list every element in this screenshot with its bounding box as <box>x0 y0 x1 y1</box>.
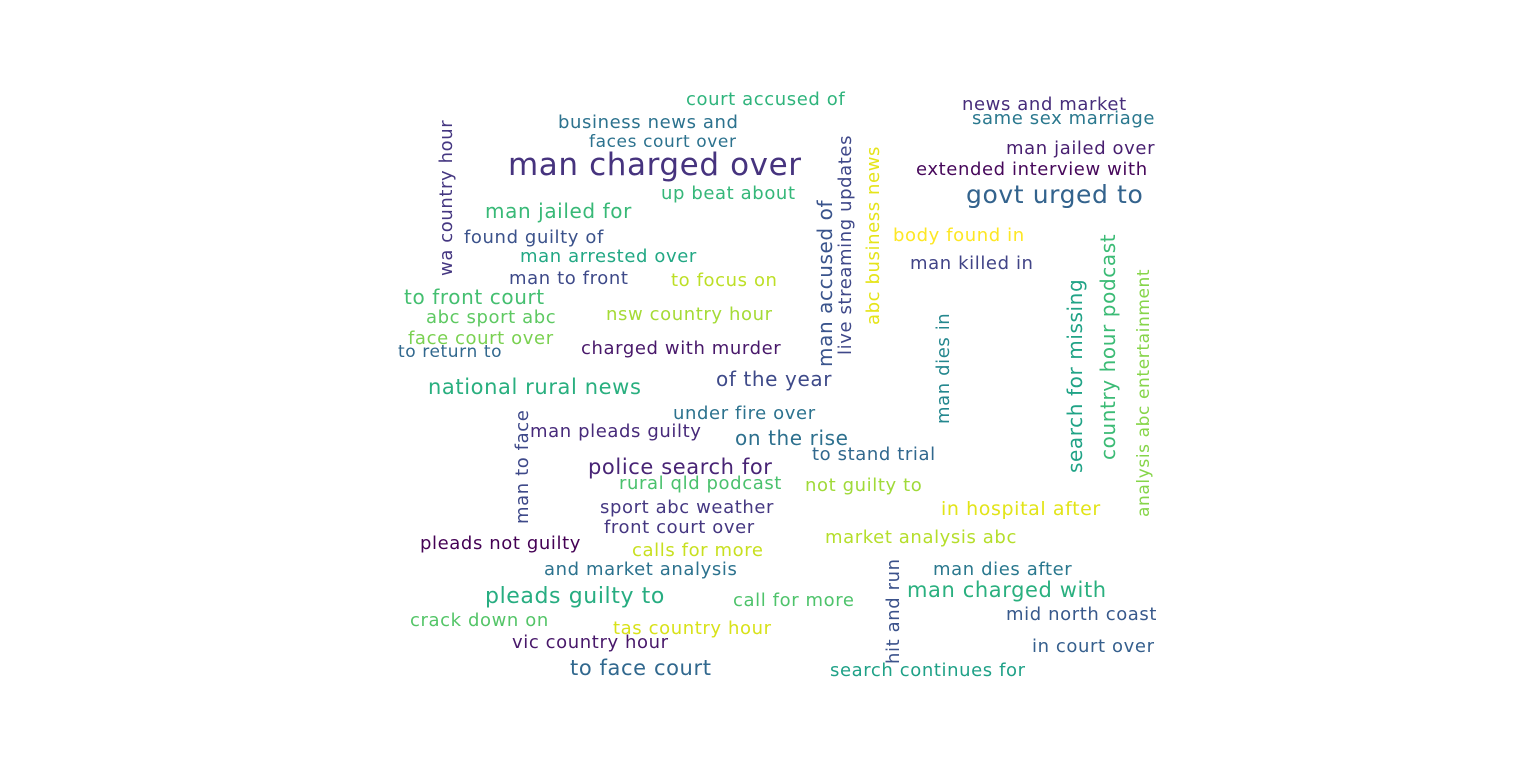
word: man arrested over <box>520 246 697 267</box>
word: wa country hour <box>436 119 457 276</box>
word: found guilty of <box>464 227 604 248</box>
word: search continues for <box>830 660 1026 681</box>
word: vic country hour <box>512 632 669 653</box>
word: rural qld podcast <box>619 473 782 494</box>
word: extended interview with <box>916 159 1148 180</box>
word: to return to <box>398 342 503 362</box>
word: man jailed for <box>485 199 632 223</box>
word: man to face <box>512 409 533 524</box>
word: nsw country hour <box>606 304 773 325</box>
word: govt urged to <box>966 180 1144 209</box>
word: man charged with <box>907 578 1107 602</box>
word: man dies in <box>933 312 954 424</box>
word: call for more <box>733 590 855 611</box>
word: news and market <box>962 94 1127 115</box>
word: same sex marriage <box>972 108 1156 129</box>
word: of the year <box>716 367 833 391</box>
word: on the rise <box>735 426 849 450</box>
word: under fire over <box>673 403 816 424</box>
word: man to front <box>509 268 629 289</box>
word: police search for <box>588 455 773 479</box>
word: up beat about <box>661 183 796 204</box>
word: to front court <box>404 285 545 309</box>
word: pleads not guilty <box>420 533 582 554</box>
word: to focus on <box>671 270 778 291</box>
word: man accused of <box>813 199 837 367</box>
word: man killed in <box>910 253 1034 274</box>
word: face court over <box>408 328 554 349</box>
word: to stand trial <box>812 444 936 465</box>
word: calls for more <box>632 540 764 561</box>
word: man dies after <box>933 559 1073 580</box>
word: pleads guilty to <box>485 584 665 609</box>
word: charged with murder <box>581 338 782 359</box>
word: abc business news <box>863 145 884 325</box>
word: live streaming updates <box>835 134 856 355</box>
word: man pleads guilty <box>530 421 702 442</box>
word: search for missing <box>1063 278 1087 473</box>
word: country hour podcast <box>1096 233 1120 460</box>
word: analysis abc entertainment <box>1134 268 1154 517</box>
word: and market analysis <box>544 559 738 580</box>
word: tas country hour <box>613 618 772 639</box>
word: crack down on <box>410 610 549 631</box>
word: court accused of <box>686 89 846 110</box>
word: front court over <box>604 517 755 538</box>
word: business news and <box>558 112 739 133</box>
word: man jailed over <box>1006 138 1156 159</box>
word: abc sport abc <box>426 307 557 328</box>
word: mid north coast <box>1006 604 1158 625</box>
word: sport abc weather <box>600 497 775 518</box>
word: in court over <box>1032 636 1155 657</box>
word: in hospital after <box>941 498 1101 520</box>
word: market analysis abc <box>825 527 1017 548</box>
word: not guilty to <box>805 475 923 496</box>
word: to face court <box>570 656 712 680</box>
word: national rural news <box>428 375 642 399</box>
word: hit and run <box>883 558 904 664</box>
word: faces court over <box>589 132 737 152</box>
word: man charged over <box>508 147 802 183</box>
word: body found in <box>893 225 1025 246</box>
